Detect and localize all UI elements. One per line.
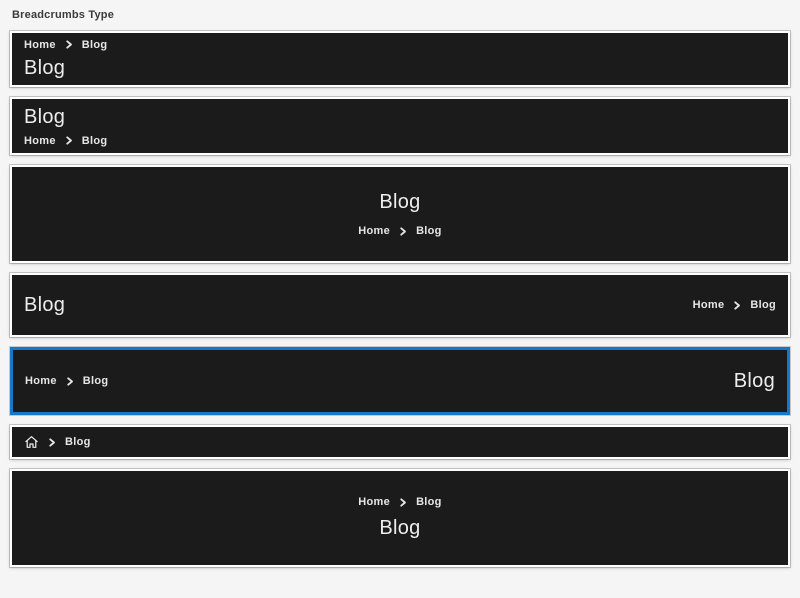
chevron-right-icon (400, 497, 406, 507)
breadcrumb: Home Blog (24, 39, 107, 51)
page-title: Blog (24, 105, 66, 128)
breadcrumb-current: Blog (416, 496, 442, 508)
chevron-right-icon (67, 376, 73, 386)
chevron-right-icon (66, 40, 72, 49)
breadcrumb-type-option-2[interactable]: Blog Home Blog (10, 97, 790, 155)
breadcrumb-current: Blog (416, 225, 442, 237)
breadcrumb-home-link: Home (358, 225, 391, 237)
breadcrumb-current: Blog (81, 38, 108, 51)
breadcrumb-home-link: Home (692, 299, 725, 311)
breadcrumb: Home Blog (24, 135, 107, 147)
page-title: Blog (379, 191, 421, 213)
breadcrumb-current: Blog (65, 436, 91, 448)
page-title: Blog (379, 517, 421, 539)
breadcrumb-type-option-7[interactable]: Home Blog Blog (10, 469, 790, 567)
breadcrumb: Home Blog (693, 299, 776, 311)
breadcrumb: Blog (24, 435, 91, 449)
breadcrumbs-type-settings: Breadcrumbs Type Home Blog Blog Blog Hom… (10, 9, 790, 567)
breadcrumb-home-link: Home (358, 496, 391, 508)
breadcrumb-type-option-6[interactable]: Blog (10, 425, 790, 459)
page-title: Blog (24, 56, 66, 79)
breadcrumb-type-option-5-selected[interactable]: Home Blog Blog (10, 347, 790, 415)
breadcrumb: Home Blog (25, 375, 108, 387)
chevron-right-icon (66, 136, 72, 145)
home-icon (24, 435, 39, 449)
breadcrumb-type-option-4[interactable]: Blog Home Blog (10, 273, 790, 337)
breadcrumb: Home Blog (358, 225, 441, 237)
breadcrumb-type-option-1[interactable]: Home Blog Blog (10, 31, 790, 87)
breadcrumb-home-link: Home (24, 38, 56, 51)
breadcrumb-home-link: Home (24, 134, 56, 147)
breadcrumb-home-link: Home (25, 375, 57, 387)
section-label: Breadcrumbs Type (12, 9, 115, 21)
breadcrumb-current: Blog (82, 375, 109, 387)
chevron-right-icon (734, 300, 741, 310)
page-title: Blog (24, 293, 66, 316)
page-title: Blog (733, 369, 775, 392)
breadcrumb: Home Blog (358, 496, 441, 508)
chevron-right-icon (400, 226, 406, 236)
breadcrumb-current: Blog (81, 134, 108, 147)
breadcrumb-current: Blog (750, 299, 776, 311)
breadcrumb-type-option-3[interactable]: Blog Home Blog (10, 165, 790, 263)
chevron-right-icon (49, 437, 55, 447)
